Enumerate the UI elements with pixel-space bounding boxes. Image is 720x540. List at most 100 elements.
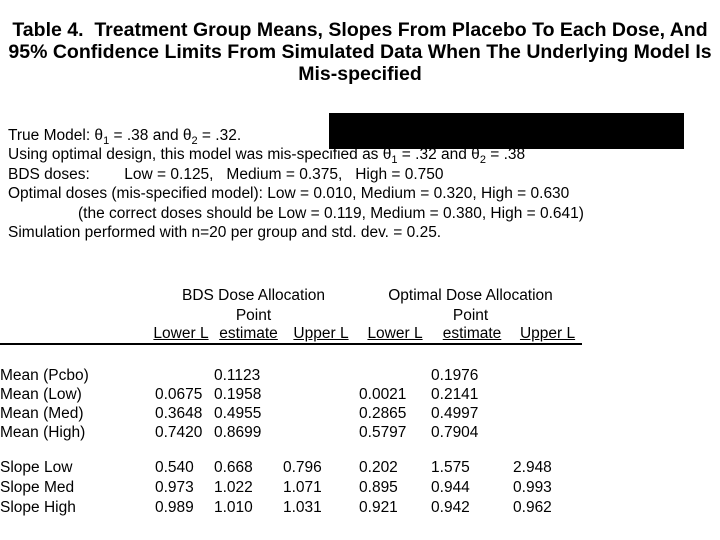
col-header-label: Upper L — [519, 325, 576, 342]
col-header-label: estimate — [442, 325, 502, 342]
row-label: Mean (Med) — [0, 404, 84, 422]
theta-subscript: 2 — [479, 154, 486, 167]
note-text: Using optimal design, this model was mis… — [8, 146, 392, 164]
table-cell: 0.973 — [155, 479, 194, 496]
table-title-line-3: Mis-specified — [298, 63, 422, 85]
table-cell: 0.895 — [359, 479, 398, 496]
row-label: Mean (High) — [0, 423, 86, 441]
note-text: = .32. — [197, 127, 242, 144]
redaction-box — [329, 113, 684, 149]
table-cell: 0.944 — [431, 479, 470, 496]
theta-subscript: 1 — [103, 135, 110, 148]
note-correct-doses: (the correct doses should be Low = 0.119… — [78, 204, 584, 222]
table-cell: 0.2141 — [431, 385, 479, 403]
table-row-slope-low: Slope Low 0.540 0.668 0.796 0.202 1.575 … — [0, 458, 582, 478]
table-cell — [283, 423, 359, 442]
col-header-lower-l-bds: Lower L — [148, 325, 214, 345]
note-mis-specified: Using optimal design, this model was mis… — [8, 145, 584, 167]
note-text: = .38 — [485, 146, 526, 164]
table-row-mean-med: Mean (Med) 0.3648 0.4955 0.2865 0.4997 — [0, 404, 582, 423]
table-cell: 0.993 — [513, 479, 552, 496]
col-header-label: Lower L — [367, 325, 423, 342]
note-text: True Model: θ — [8, 127, 104, 144]
table-cell — [513, 385, 582, 404]
note-simulation: Simulation performed with n=20 per group… — [8, 224, 442, 242]
theta-subscript: 2 — [191, 135, 198, 148]
point-label-optimal: Point — [452, 306, 489, 324]
table-cell: 0.7904 — [431, 423, 479, 441]
note-optimal-doses: Optimal doses (mis-specified model): Low… — [8, 185, 570, 203]
spacer-row — [0, 442, 582, 458]
col-header-estimate-bds: estimate — [214, 325, 283, 345]
col-header-label: estimate — [219, 325, 278, 342]
header-spacer — [0, 306, 148, 325]
table-cell: 2.948 — [513, 459, 552, 476]
table-cell: 1.575 — [431, 459, 470, 476]
table-cell — [359, 366, 431, 385]
table-cell: 0.7420 — [155, 423, 203, 441]
column-header-row: Lower L estimate Upper L Lower L estimat… — [0, 325, 583, 345]
point-label-bds: Point — [235, 306, 272, 324]
table-row-slope-med: Slope Med 0.973 1.022 1.071 0.895 0.944 … — [0, 478, 582, 498]
table-cell: 0.921 — [359, 499, 398, 516]
note-text: = .38 and θ — [109, 127, 192, 144]
note-true-model: True Model: θ1 = .38 and θ2 = .32. — [8, 126, 584, 148]
table-cell: 0.962 — [513, 499, 552, 516]
group-header-bds: BDS Dose Allocation — [181, 287, 326, 304]
table-cell: 0.202 — [359, 459, 398, 476]
col-header-estimate-optimal: estimate — [431, 325, 514, 345]
notes-block: True Model: θ1 = .38 and θ2 = .32. Using… — [8, 126, 584, 242]
table-title-line-2: 95% Confidence Limits From Simulated Dat… — [8, 41, 712, 63]
table-cell: 0.4997 — [431, 404, 479, 422]
col-header-lower-l-optimal: Lower L — [359, 325, 432, 345]
table-cell: 1.010 — [214, 499, 253, 516]
row-label: Slope Med — [0, 479, 75, 496]
header-spacer — [0, 286, 148, 306]
header-spacer — [0, 325, 148, 345]
table-cell: 1.071 — [283, 479, 322, 496]
table-title: Table 4. Treatment Group Means, Slopes F… — [0, 19, 720, 85]
table-cell: 0.1123 — [214, 366, 261, 384]
note-bds-doses: BDS doses: Low = 0.125, Medium = 0.375, … — [8, 165, 444, 183]
table-cell: 0.942 — [431, 499, 470, 516]
table-cell: 0.796 — [283, 459, 322, 476]
table-cell: 0.5797 — [359, 423, 407, 441]
table-cell: 0.4955 — [214, 404, 262, 422]
table-cell — [283, 385, 359, 404]
table-cell: 0.989 — [155, 499, 194, 516]
results-table: BDS Dose Allocation Optimal Dose Allocat… — [0, 286, 583, 518]
table-cell — [513, 366, 582, 385]
table-cell — [513, 423, 582, 442]
table-cell — [148, 366, 214, 385]
col-header-label: Lower L — [153, 325, 209, 342]
table-cell: 1.022 — [214, 479, 253, 496]
row-label: Slope Low — [0, 459, 73, 476]
table-cell: 0.0021 — [359, 385, 407, 403]
table-cell: 0.1958 — [214, 385, 262, 403]
table-cell: 0.8699 — [214, 423, 262, 441]
table-title-line-1: Table 4. Treatment Group Means, Slopes F… — [12, 19, 708, 41]
table-row-slope-high: Slope High 0.989 1.010 1.031 0.921 0.942… — [0, 498, 582, 518]
col-header-upper-l-optimal: Upper L — [513, 325, 583, 345]
table-cell: 0.1976 — [431, 366, 479, 384]
table-cell: 0.668 — [214, 459, 253, 476]
table-cell — [283, 366, 359, 385]
table-row-mean-low: Mean (Low) 0.0675 0.1958 0.0021 0.2141 — [0, 385, 582, 404]
point-header-row: Point Point — [0, 306, 582, 325]
col-header-label: Upper L — [293, 325, 349, 342]
spacer-row — [0, 344, 582, 366]
table-cell: 0.540 — [155, 459, 194, 476]
theta-subscript: 1 — [391, 154, 398, 167]
group-header-row: BDS Dose Allocation Optimal Dose Allocat… — [0, 286, 582, 306]
row-label: Mean (Low) — [0, 385, 82, 403]
table-cell: 1.031 — [283, 499, 322, 516]
table-cell: 0.3648 — [155, 404, 203, 422]
row-label: Mean (Pcbo) — [0, 366, 89, 384]
row-label: Slope High — [0, 499, 76, 516]
note-text: = .32 and θ — [397, 146, 480, 164]
col-header-upper-l-bds: Upper L — [283, 325, 360, 345]
table-cell: 0.2865 — [359, 404, 407, 422]
group-header-optimal: Optimal Dose Allocation — [388, 287, 553, 304]
table-cell: 0.0675 — [155, 385, 203, 403]
